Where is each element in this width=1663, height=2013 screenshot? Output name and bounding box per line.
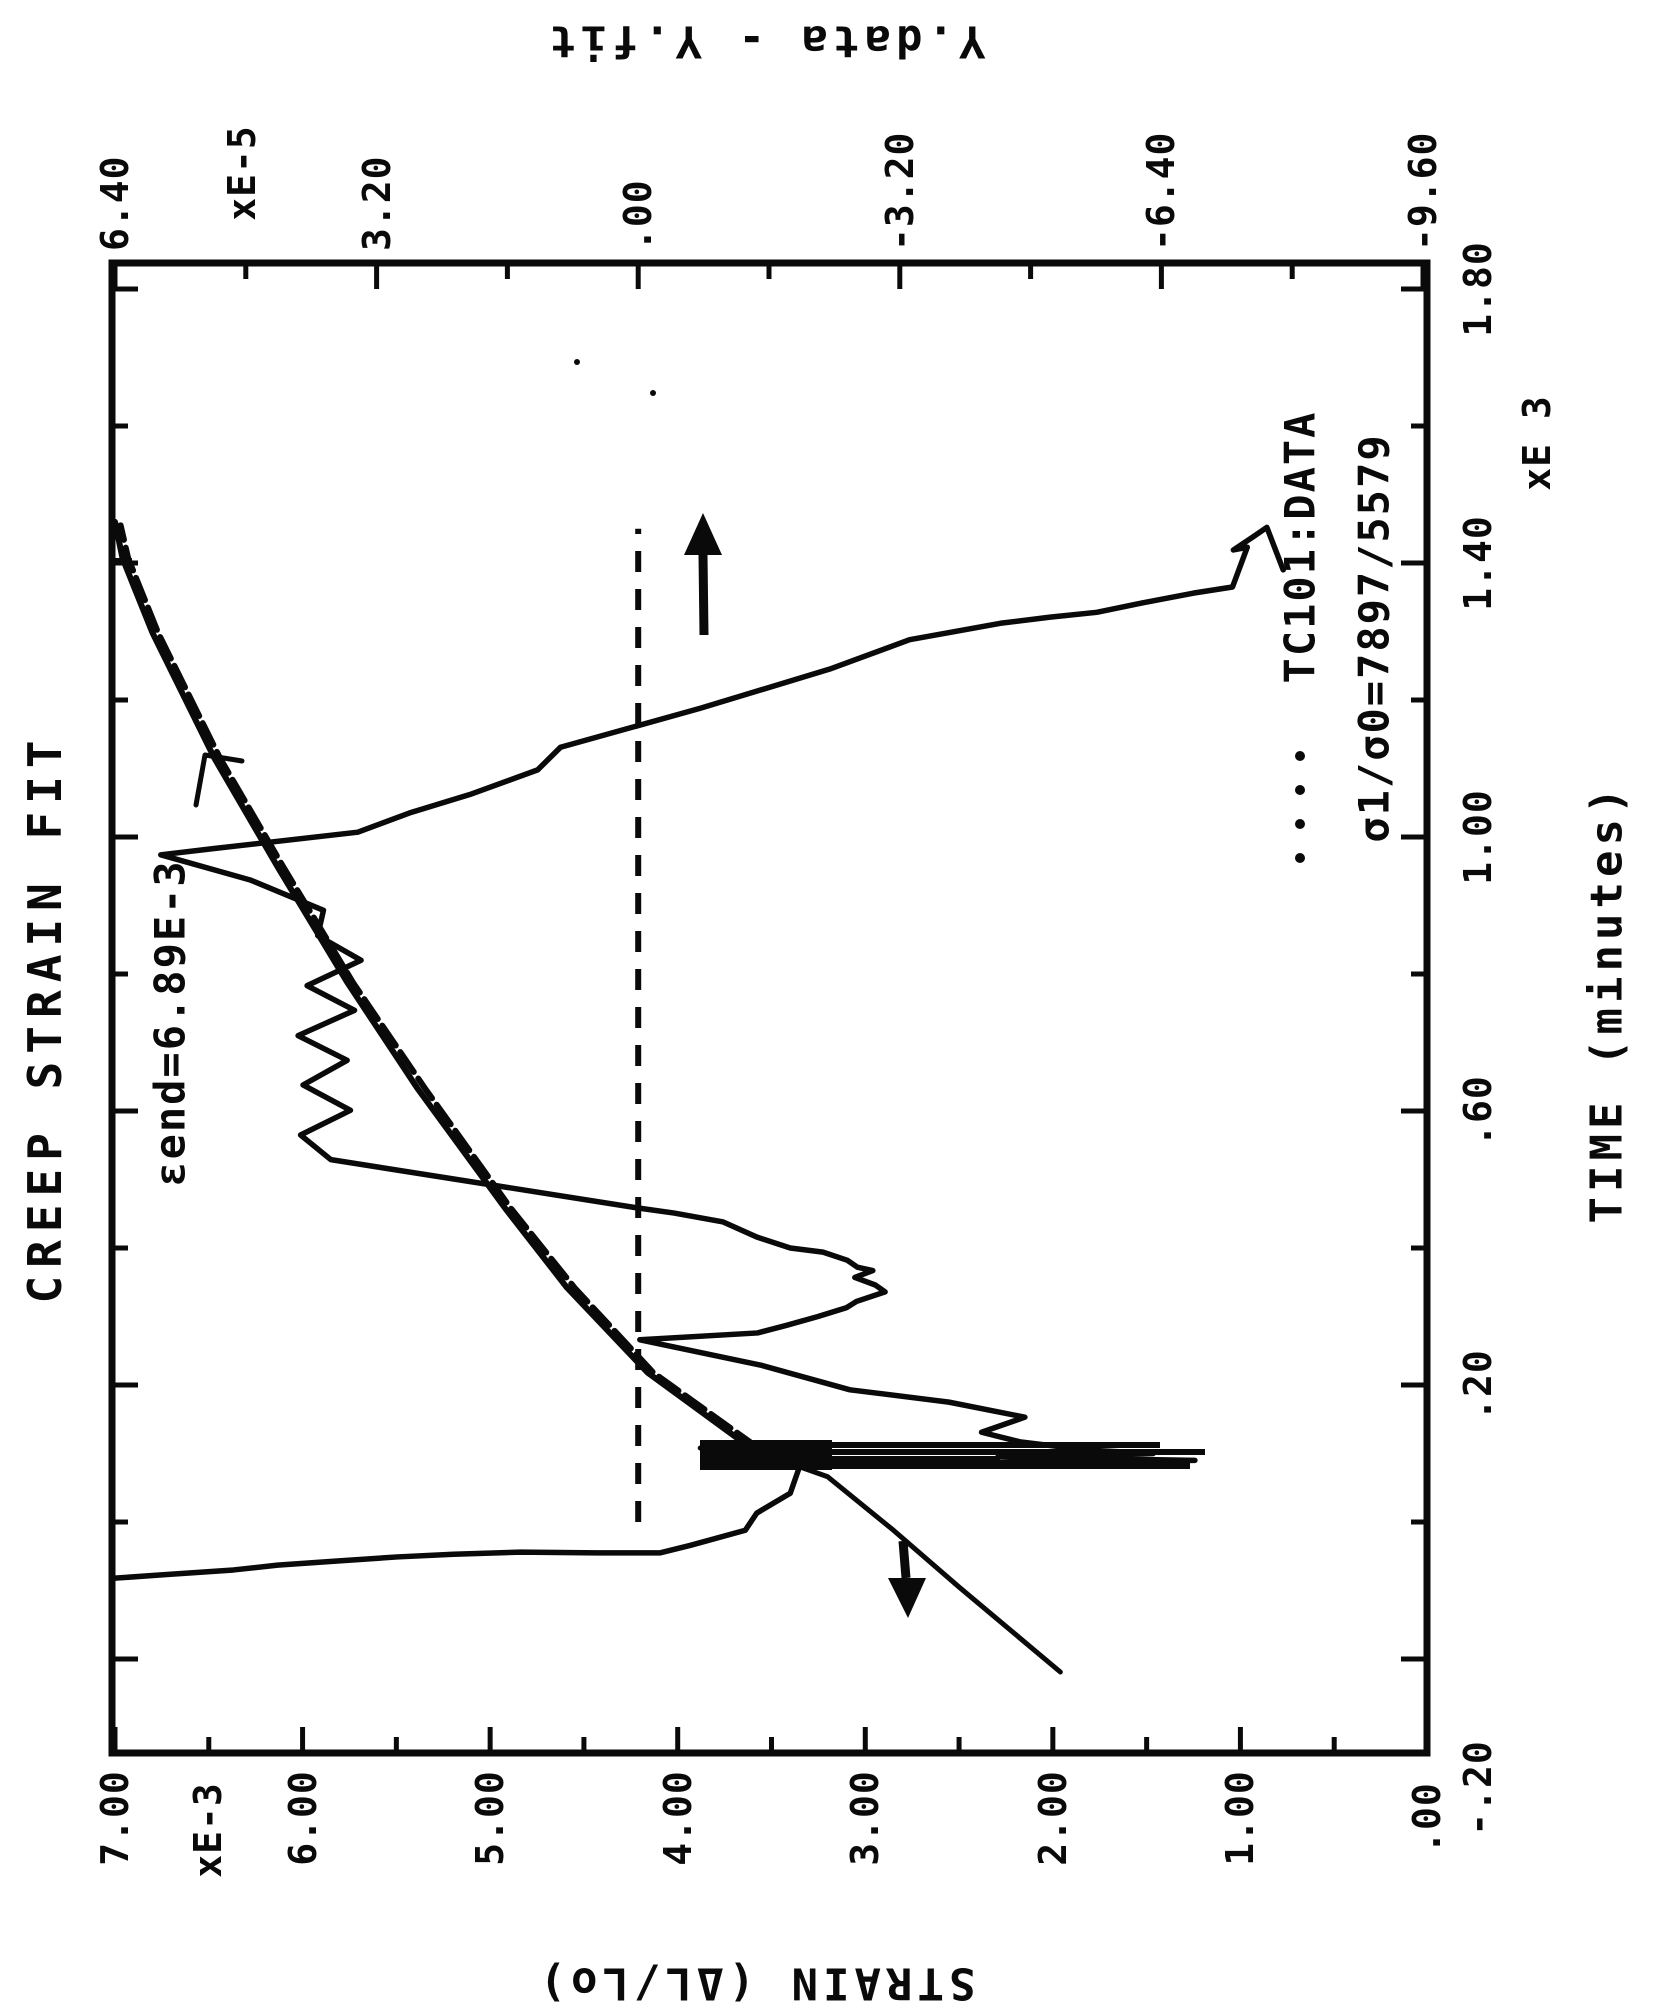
strain-tick-label: .00 — [1405, 1782, 1449, 1854]
strain-axis-title: STRAIN (ΔL/Lo) — [534, 1957, 976, 2009]
strain-fit-curve — [112, 518, 752, 1450]
legend-dotted-sample-dot — [1295, 819, 1305, 829]
strain-tick-label: 1.00 — [1218, 1770, 1263, 1866]
residual-curve — [112, 524, 1286, 1581]
residual-tick-label: .00 — [616, 179, 661, 251]
scan-speck — [574, 359, 580, 365]
legend-dotted-sample-dot — [1295, 853, 1305, 863]
right-axis-pointer-arrow-head — [684, 513, 722, 555]
time-tick-label: .60 — [1456, 1075, 1500, 1147]
legend-specimen-label: TC101:DATA — [1275, 410, 1325, 684]
residual-axis-title: Y.data - Y.fit — [544, 15, 986, 67]
strain-tick-label: 7.00 — [93, 1770, 137, 1866]
left-axis-pointer-arrow-shaft — [898, 1540, 911, 1579]
scan-speck — [650, 390, 656, 396]
strain-scale-note: xE-3 — [186, 1782, 230, 1878]
strain-data-curve — [117, 522, 760, 1450]
residual-tick-label: -6.40 — [1139, 131, 1184, 251]
time-tick-label: 1.80 — [1456, 241, 1500, 337]
left-axis-pointer-arrow-head — [888, 1578, 926, 1618]
loading-ramp-curve — [697, 1445, 1063, 1675]
residual-tick-label: -3.20 — [877, 131, 922, 251]
eend-leader-line — [193, 752, 245, 808]
time-tick-label: -.20 — [1456, 1740, 1500, 1836]
time-axis-title: TIME (minutes) — [1581, 782, 1633, 1224]
legend-stress-ratio-label: σ1/σ0=7897/5579 — [1349, 433, 1399, 843]
plot-border — [108, 259, 1431, 1757]
strain-tick-label: 5.00 — [468, 1770, 513, 1866]
time-tick-label: 1.40 — [1456, 515, 1500, 611]
residual-tick-label: 3.20 — [354, 155, 399, 251]
legend-dotted-sample-dot — [1295, 785, 1305, 795]
chart-title: CREEP STRAIN FIT — [18, 732, 72, 1304]
legend-dotted-sample-dot — [1295, 751, 1305, 761]
residual-tick-label: 6.40 — [93, 155, 137, 251]
strain-tick-label: 2.00 — [1030, 1770, 1075, 1866]
time-tick-label: .20 — [1456, 1349, 1500, 1421]
residual-scale-note: xE-5 — [220, 125, 264, 221]
end-strain-annotation: εend=6.89E-3 — [145, 859, 195, 1187]
right-axis-pointer-arrow-shaft — [698, 554, 709, 636]
strain-tick-label: 4.00 — [655, 1770, 700, 1866]
time-tick-label: 1.00 — [1456, 789, 1500, 885]
time-scale-note: xE 3 — [1515, 395, 1559, 491]
residual-tick-label: -9.60 — [1401, 131, 1445, 251]
strain-tick-label: 6.00 — [280, 1770, 325, 1866]
strain-tick-label: 3.00 — [843, 1770, 888, 1866]
